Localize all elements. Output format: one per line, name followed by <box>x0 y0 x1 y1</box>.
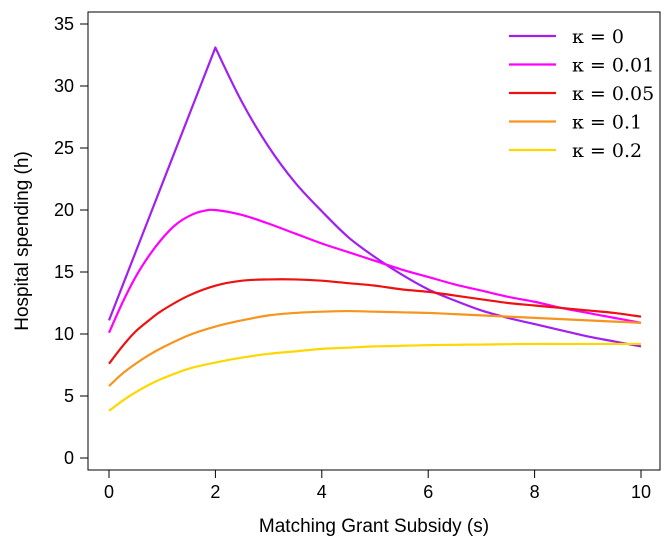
series-line-2 <box>108 278 642 365</box>
x-tick-label: 10 <box>631 482 651 502</box>
y-tick-label: 30 <box>54 76 74 96</box>
y-tick-label: 5 <box>64 386 74 406</box>
plot-frame <box>87 11 661 471</box>
y-axis-label: Hospital spending (h) <box>12 151 33 331</box>
legend: κ = 0 κ = 0.01 κ = 0.05 κ = 0.1 κ = 0.2 <box>509 26 654 162</box>
legend-label-1: κ = 0.01 <box>572 55 654 77</box>
x-tick-label: 2 <box>210 482 220 502</box>
y-tick-label: 20 <box>54 200 74 220</box>
y-tick-label: 15 <box>54 262 74 282</box>
y-tick-label: 0 <box>64 448 74 468</box>
series-line-4 <box>108 342 641 412</box>
x-tick-label: 0 <box>104 482 114 502</box>
x-tick-label: 8 <box>530 482 540 502</box>
series-line-0 <box>107 46 642 348</box>
x-axis: 0 2 4 6 8 10 <box>104 469 651 502</box>
series-line-1 <box>107 208 642 334</box>
x-axis-label: Matching Grant Subsidy (s) <box>259 516 489 537</box>
y-axis: 0 5 10 15 20 25 30 35 <box>54 14 89 468</box>
legend-label-2: κ = 0.05 <box>572 83 654 105</box>
x-tick-label: 4 <box>317 482 327 502</box>
series-layer <box>107 46 642 412</box>
y-tick-label: 10 <box>54 324 74 344</box>
legend-label-3: κ = 0.1 <box>572 112 642 134</box>
y-tick-label: 25 <box>54 138 74 158</box>
x-tick-label: 6 <box>423 482 433 502</box>
y-tick-label: 35 <box>54 14 74 34</box>
series-line-3 <box>108 309 642 387</box>
legend-label-4: κ = 0.2 <box>572 140 642 162</box>
legend-label-0: κ = 0 <box>572 26 624 48</box>
